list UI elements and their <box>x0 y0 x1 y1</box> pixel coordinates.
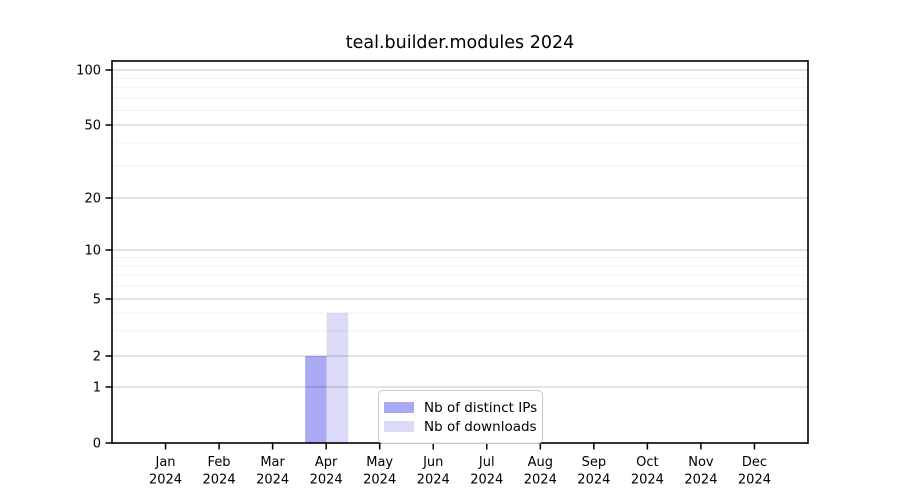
x-tick-label-year-apr: 2024 <box>310 473 343 488</box>
x-tick-label-month-sep: Sep <box>582 455 607 470</box>
chart-title: teal.builder.modules 2024 <box>345 33 575 53</box>
x-tick-label-month-oct: Oct <box>636 455 658 470</box>
y-tick-label-20: 20 <box>84 192 101 207</box>
x-tick-label-month-nov: Nov <box>688 455 714 470</box>
x-tick-label-year-oct: 2024 <box>631 473 664 488</box>
x-tick-label-year-nov: 2024 <box>684 473 717 488</box>
legend: Nb of distinct IPs Nb of downloads <box>378 390 543 444</box>
x-tick-label-year-dec: 2024 <box>738 473 771 488</box>
legend-label-distinct-ips: Nb of distinct IPs <box>424 399 538 416</box>
legend-swatch-downloads <box>384 421 414 432</box>
x-tick-label-month-apr: Apr <box>315 455 338 470</box>
legend-swatch-distinct-ips <box>384 402 414 413</box>
x-tick-label-month-mar: Mar <box>260 455 285 470</box>
x-tick-label-month-jun: Jun <box>422 455 443 470</box>
bar-distinct-ips-apr <box>305 356 327 443</box>
x-tick-label-year-jul: 2024 <box>470 473 503 488</box>
legend-label-downloads: Nb of downloads <box>424 418 537 435</box>
y-tick-label-1: 1 <box>93 381 101 396</box>
x-tick-label-year-sep: 2024 <box>577 473 610 488</box>
x-tick-label-month-may: May <box>366 455 393 470</box>
x-tick-label-year-may: 2024 <box>363 473 396 488</box>
y-tick-label-50: 50 <box>84 119 101 134</box>
legend-item-distinct-ips: Nb of distinct IPs <box>384 398 538 417</box>
bar-downloads-apr <box>326 312 349 443</box>
x-tick-label-year-jun: 2024 <box>417 473 450 488</box>
x-tick-label-year-mar: 2024 <box>256 473 289 488</box>
y-tick-label-2: 2 <box>93 350 101 365</box>
y-tick-label-0: 0 <box>93 437 101 452</box>
legend-item-downloads: Nb of downloads <box>384 417 537 436</box>
axes-spines <box>111 60 809 444</box>
y-tick-label-5: 5 <box>93 293 101 308</box>
x-tick-label-month-jan: Jan <box>155 455 176 470</box>
x-tick-label-month-dec: Dec <box>742 455 767 470</box>
x-tick-label-year-feb: 2024 <box>203 473 236 488</box>
y-tick-label-10: 10 <box>84 244 101 259</box>
x-tick-label-month-aug: Aug <box>528 455 553 470</box>
x-tick-label-month-feb: Feb <box>208 455 231 470</box>
x-tick-label-year-jan: 2024 <box>149 473 182 488</box>
x-tick-label-month-jul: Jul <box>478 455 495 470</box>
y-tick-label-100: 100 <box>76 64 101 79</box>
x-tick-label-year-aug: 2024 <box>524 473 557 488</box>
